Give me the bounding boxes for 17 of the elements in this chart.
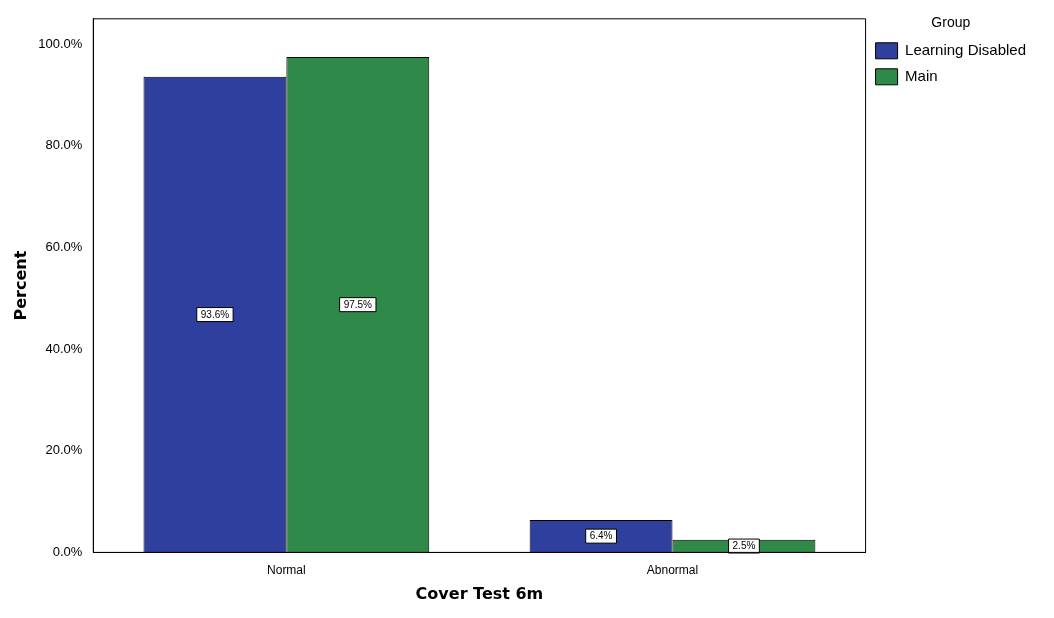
legend-label: Learning Disabled: [905, 40, 1027, 58]
data-label: 2.5%: [732, 540, 756, 552]
y-tick-label: 100.0%: [38, 35, 83, 51]
data-label: 97.5%: [343, 298, 373, 310]
legend-label: Main: [905, 66, 938, 84]
y-tick-label: 40.0%: [45, 340, 83, 356]
y-axis-title: Percent: [10, 250, 30, 321]
x-axis-title: Cover Test 6m: [415, 583, 544, 603]
data-label: 6.4%: [589, 530, 613, 542]
data-label: 93.6%: [200, 308, 230, 320]
x-tick-label: Normal: [267, 562, 306, 577]
y-tick-label: 0.0%: [52, 543, 83, 559]
y-tick-label: 80.0%: [45, 137, 83, 153]
legend-title: Group: [931, 13, 971, 30]
x-tick-label: Abnormal: [646, 562, 699, 577]
y-tick-label: 60.0%: [45, 239, 83, 255]
y-tick-label: 20.0%: [45, 442, 83, 458]
